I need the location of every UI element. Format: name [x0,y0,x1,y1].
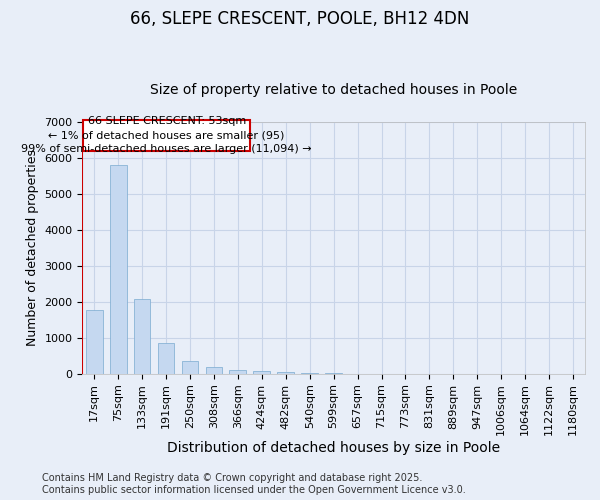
Bar [182,361,199,374]
Bar [229,370,246,374]
Text: 66 SLEPE CRESCENT: 53sqm
← 1% of detached houses are smaller (95)
99% of semi-de: 66 SLEPE CRESCENT: 53sqm ← 1% of detache… [22,116,312,154]
Bar [206,366,223,374]
Text: 66, SLEPE CRESCENT, POOLE, BH12 4DN: 66, SLEPE CRESCENT, POOLE, BH12 4DN [130,10,470,28]
Bar [158,344,175,374]
Bar [277,372,294,374]
FancyBboxPatch shape [83,120,250,150]
Text: Contains HM Land Registry data © Crown copyright and database right 2025.
Contai: Contains HM Land Registry data © Crown c… [42,474,466,495]
Bar [134,299,151,374]
Bar [86,310,103,374]
Y-axis label: Number of detached properties: Number of detached properties [26,149,39,346]
Bar [301,372,318,374]
Title: Size of property relative to detached houses in Poole: Size of property relative to detached ho… [150,83,517,97]
Bar [253,371,270,374]
Bar [110,165,127,374]
X-axis label: Distribution of detached houses by size in Poole: Distribution of detached houses by size … [167,441,500,455]
